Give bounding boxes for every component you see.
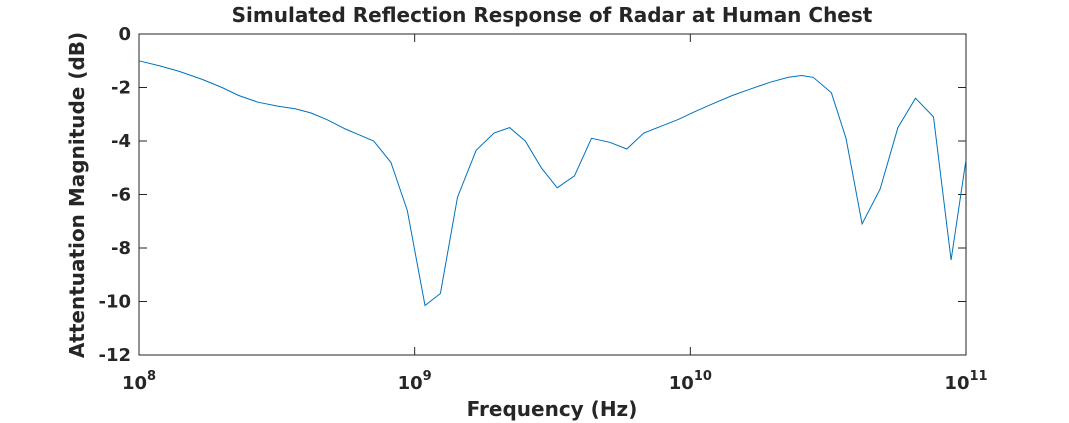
x-tick-label: 1011 (944, 369, 987, 394)
x-axis: 108 109 1010 1011 (122, 34, 988, 394)
y-tick-label: -12 (98, 345, 131, 366)
x-tick-label: 109 (398, 369, 432, 394)
x-tick-label: 108 (122, 369, 156, 394)
y-tick-label: -8 (111, 238, 131, 259)
y-tick-label: -10 (98, 292, 131, 313)
plot-box (138, 33, 967, 356)
y-tick-label: 0 (118, 24, 131, 45)
y-tick-label: -6 (111, 185, 131, 206)
series-line (138, 60, 967, 307)
plot-area (138, 33, 967, 356)
y-tick-label: -2 (111, 78, 131, 99)
chart-title: Simulated Reflection Response of Radar a… (232, 3, 873, 27)
series-layer (138, 60, 967, 307)
x-axis-label: Frequency (Hz) (467, 397, 638, 421)
x-tick-label: 1010 (669, 369, 712, 394)
y-axis-label: Attentuation Magnitude (dB) (65, 32, 89, 358)
y-tick-label: -4 (111, 131, 131, 152)
y-axis: 0 -2 -4 -6 -8 -10 -12 (98, 24, 966, 366)
